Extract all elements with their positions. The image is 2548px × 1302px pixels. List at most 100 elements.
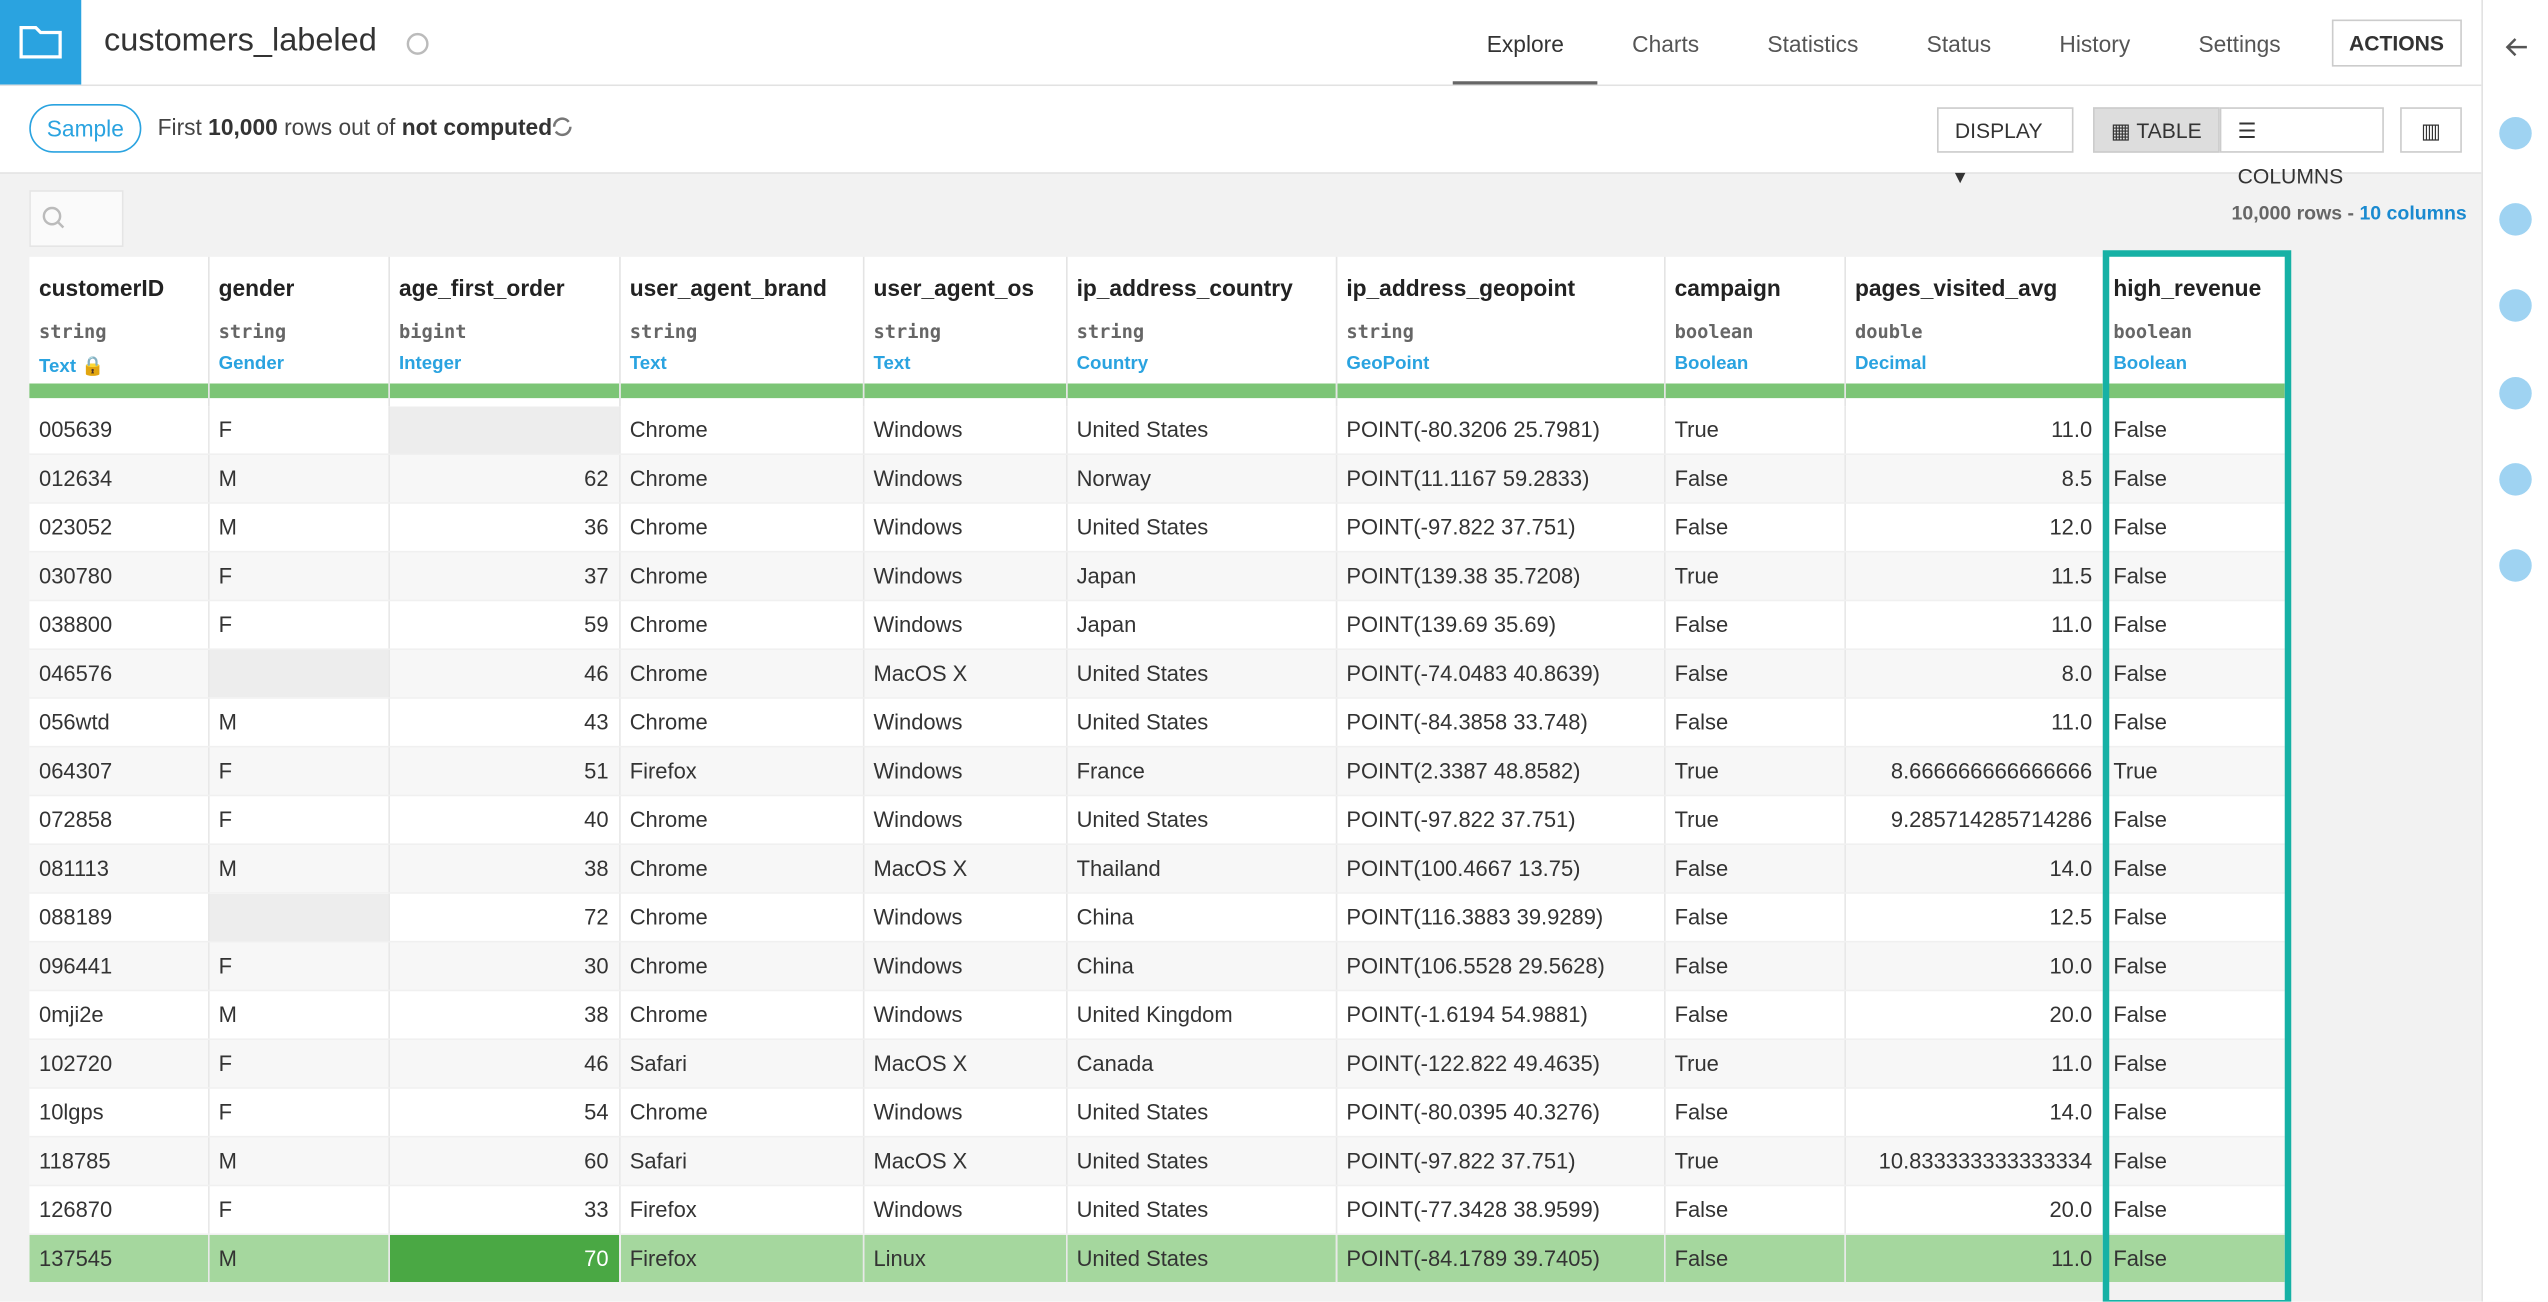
table-cell: F: [208, 406, 390, 455]
nav-tab[interactable]: Charts: [1632, 30, 1700, 57]
column-header[interactable]: user_agent_os string Text: [862, 256, 1067, 407]
table-cell: False: [1664, 502, 1846, 553]
table-cell: United States: [1066, 795, 1337, 845]
table-cell: 126870: [29, 1185, 209, 1235]
table-cell: United States: [1066, 697, 1337, 748]
right-sidebar: [2481, 0, 2548, 1302]
column-header[interactable]: customerID string Text 🔒: [29, 256, 209, 407]
table-row: 118785 M 60 Safari MacOS X United States POINT…: [29, 1136, 2286, 1187]
table-cell: Safari: [619, 1039, 864, 1089]
sidebar-icon[interactable]: [2499, 377, 2532, 410]
table-cell: False: [2102, 1234, 2286, 1284]
table-cell: False: [1664, 649, 1846, 699]
column-name: campaign: [1674, 274, 1781, 301]
folder-icon: [19, 26, 62, 59]
table-row: 038800 F 59 Chrome Windows Japan POINT(139.69 …: [29, 600, 2286, 650]
column-header[interactable]: high_revenue boolean Boolean: [2102, 256, 2286, 407]
table-cell: 012634: [29, 454, 209, 504]
table-cell: True: [2102, 746, 2286, 797]
back-arrow[interactable]: [2503, 33, 2532, 62]
table-cell: 005639: [29, 406, 209, 455]
table-cell: Chrome: [619, 600, 864, 650]
table-cell: Windows: [862, 941, 1067, 992]
column-meaning: GeoPoint: [1346, 354, 1430, 374]
table-cell: F: [208, 941, 390, 992]
table-cell: 023052: [29, 502, 209, 553]
table-cell: United States: [1066, 1234, 1337, 1284]
column-header[interactable]: age_first_order bigint Integer: [388, 256, 620, 407]
nav-tab[interactable]: Status: [1926, 30, 1992, 57]
sidebar-icon[interactable]: [2499, 117, 2532, 150]
sidebar-icon[interactable]: [2499, 463, 2532, 496]
table-cell: 056wtd: [29, 697, 209, 748]
table-cell: 8.0: [1844, 649, 2104, 699]
validity-bar: [389, 383, 619, 399]
search-box[interactable]: [29, 190, 124, 247]
validity-bar: [1845, 383, 2102, 399]
column-type: string: [218, 320, 287, 343]
sync-icon: [406, 32, 429, 55]
nav-tab[interactable]: Settings: [2198, 30, 2281, 57]
column-type: boolean: [1674, 320, 1754, 343]
sample-button[interactable]: Sample: [29, 104, 142, 153]
table-cell: 064307: [29, 746, 209, 797]
table-cell: Windows: [862, 892, 1067, 943]
table-cell: 11.0: [1844, 1039, 2104, 1089]
table-cell: 37: [388, 551, 620, 602]
table-cell: True: [1664, 746, 1846, 797]
table-cell: 54: [388, 1087, 620, 1138]
column-name: high_revenue: [2113, 274, 2262, 301]
table-cell: POINT(-97.822 37.751): [1335, 1136, 1665, 1187]
table-row: 046576 46 Chrome MacOS X United States POINT(…: [29, 649, 2286, 699]
button-label: COLUMNS: [2237, 164, 2344, 189]
refresh-icon[interactable]: [549, 114, 575, 140]
sidebar-icon[interactable]: [2499, 289, 2532, 322]
column-count[interactable]: 10 columns: [2359, 201, 2467, 225]
table-cell: F: [208, 746, 390, 797]
table-cell: F: [208, 1087, 390, 1138]
table-cell: Thailand: [1066, 844, 1337, 894]
table-cell: MacOS X: [862, 1136, 1067, 1187]
table-cell: M: [208, 844, 390, 894]
table-cell: Chrome: [619, 795, 864, 845]
table-cell: Windows: [862, 746, 1067, 797]
table-wrap: customerID string Text 🔒 gender string Gender…: [29, 256, 2467, 1302]
actions-button[interactable]: ACTIONS: [2331, 18, 2462, 66]
table-row: 072858 F 40 Chrome Windows United States POINT…: [29, 795, 2286, 845]
validity-bar: [208, 383, 388, 399]
table-row: 088189 72 Chrome Windows China POINT(116.3883…: [29, 892, 2286, 943]
charts-button[interactable]: ▥: [2400, 107, 2462, 153]
nav-tab[interactable]: Statistics: [1767, 30, 1859, 57]
table-cell: POINT(-77.3428 38.9599): [1335, 1185, 1665, 1235]
column-header[interactable]: ip_address_geopoint string GeoPoint: [1335, 256, 1665, 407]
column-header[interactable]: gender string Gender: [208, 256, 390, 407]
table-cell: 30: [388, 941, 620, 992]
table-cell: False: [1664, 844, 1846, 894]
table-cell: 072858: [29, 795, 209, 845]
table-cell: Windows: [862, 795, 1067, 845]
table-cell: MacOS X: [862, 649, 1067, 699]
table-row: 030780 F 37 Chrome Windows Japan POINT(139.38 …: [29, 551, 2286, 602]
table-cell: Chrome: [619, 502, 864, 553]
column-header[interactable]: pages_visited_avg double Decimal: [1844, 256, 2104, 407]
nav-tab[interactable]: Explore: [1452, 0, 1599, 85]
table-cell: 9.285714285714286: [1844, 795, 2104, 845]
column-header[interactable]: campaign boolean Boolean: [1664, 256, 1846, 407]
table-cell: Linux: [862, 1234, 1067, 1284]
column-header[interactable]: ip_address_country string Country: [1066, 256, 1337, 407]
display-button[interactable]: DISPLAY ▾: [1937, 107, 2074, 189]
columns-button[interactable]: ☰ COLUMNS: [2219, 107, 2384, 189]
table-button[interactable]: ▦ TABLE: [2093, 107, 2220, 153]
table-cell: 046576: [29, 649, 209, 699]
dataset-icon[interactable]: [0, 0, 82, 85]
table-cell: POINT(-1.6194 54.9881): [1335, 990, 1665, 1040]
sidebar-icon[interactable]: [2499, 203, 2532, 236]
column-type: string: [39, 320, 107, 343]
column-header[interactable]: user_agent_brand string Text: [619, 256, 864, 407]
table-cell: POINT(-74.0483 40.8639): [1335, 649, 1665, 699]
nav-tab[interactable]: History: [2059, 30, 2131, 57]
table-cell: Safari: [619, 1136, 864, 1187]
table-cell: 14.0: [1844, 844, 2104, 894]
sidebar-icon[interactable]: [2499, 549, 2532, 582]
table-cell: 72: [388, 892, 620, 943]
